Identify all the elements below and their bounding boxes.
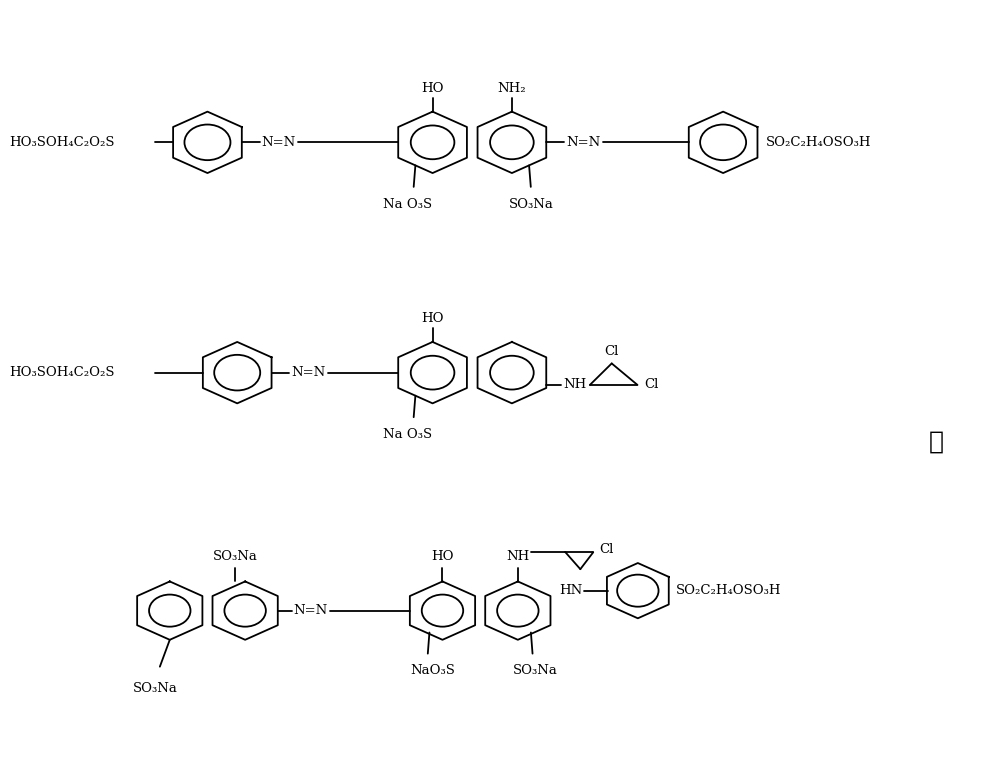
Text: SO₃Na: SO₃Na — [509, 198, 554, 210]
Text: N=N: N=N — [566, 136, 600, 149]
Text: NH: NH — [506, 550, 529, 563]
Text: SO₃Na: SO₃Na — [132, 682, 177, 695]
Text: N=N: N=N — [262, 136, 296, 149]
Text: NaO₃S: NaO₃S — [410, 664, 455, 677]
Text: N=N: N=N — [291, 366, 326, 379]
Text: HN: HN — [559, 584, 582, 598]
Text: N=N: N=N — [294, 605, 328, 617]
Text: SO₃Na: SO₃Na — [213, 550, 258, 563]
Text: NH: NH — [563, 379, 586, 391]
Text: HO₃SOH₄C₂O₂S: HO₃SOH₄C₂O₂S — [9, 366, 115, 379]
Text: Cl: Cl — [599, 542, 614, 556]
Text: SO₂C₂H₄OSO₃H: SO₂C₂H₄OSO₃H — [765, 136, 871, 149]
Text: SO₂C₂H₄OSO₃H: SO₂C₂H₄OSO₃H — [676, 584, 781, 598]
Text: Na O₃S: Na O₃S — [383, 198, 432, 210]
Text: HO₃SOH₄C₂O₂S: HO₃SOH₄C₂O₂S — [9, 136, 115, 149]
Text: Cl: Cl — [605, 345, 619, 358]
Text: Cl: Cl — [644, 379, 659, 391]
Text: NH₂: NH₂ — [498, 81, 526, 95]
Text: HO: HO — [431, 550, 454, 563]
Text: SO₃Na: SO₃Na — [513, 664, 558, 677]
Text: HO: HO — [421, 312, 444, 325]
Text: HO: HO — [421, 81, 444, 95]
Text: Na O₃S: Na O₃S — [383, 428, 432, 441]
Text: 和: 和 — [929, 430, 944, 454]
